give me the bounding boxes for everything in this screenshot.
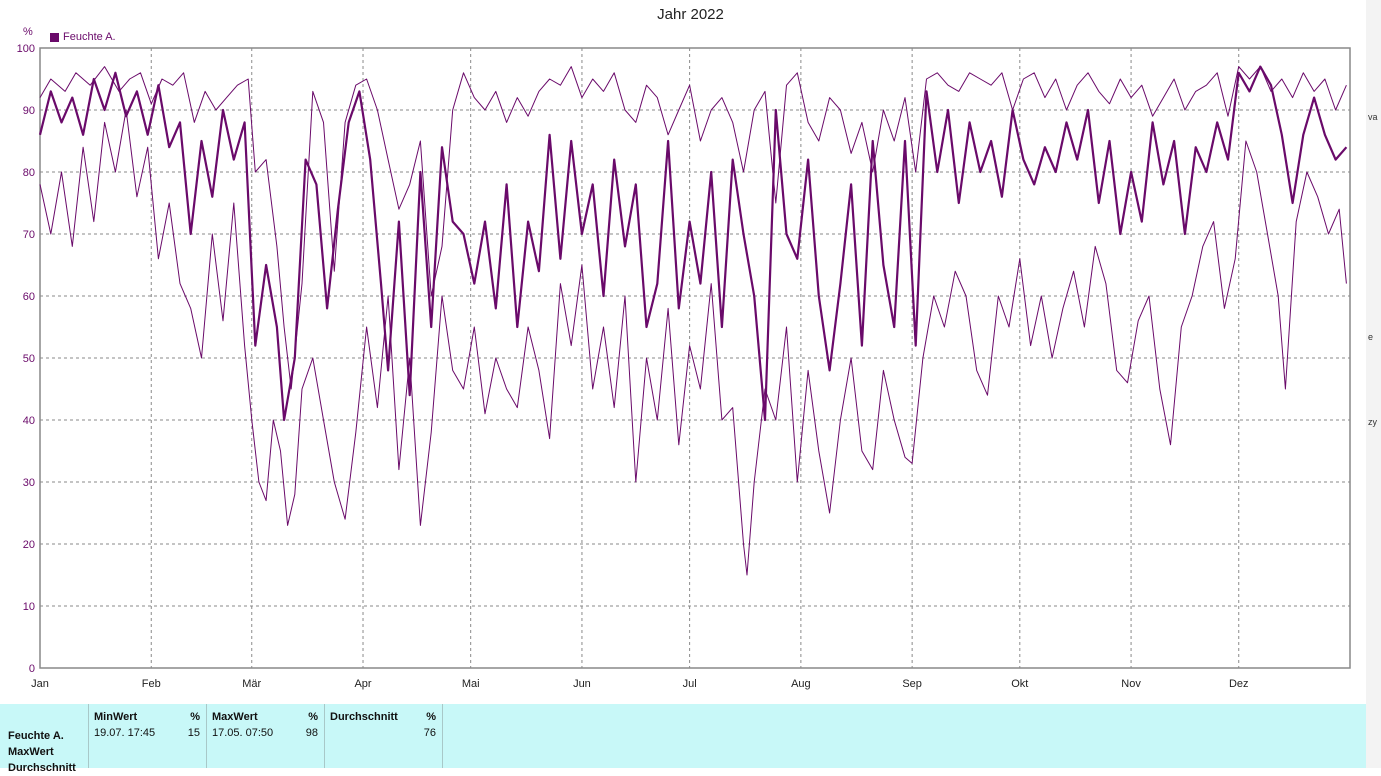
x-tick-label: Aug [791,678,811,690]
y-tick-label: 70 [23,229,35,241]
summary-row-labels: Feuchte A. MaxWert Durchschnitt [8,728,76,776]
series-line-avg [38,65,1348,422]
col-unit: % [426,711,436,723]
x-tick-label: Okt [1011,678,1028,690]
series-lines [38,65,1348,576]
col-header: MinWert [94,711,138,723]
legend-label: Feuchte A. [63,31,116,43]
col-value: 15 [187,727,200,739]
y-tick-label: 0 [29,663,35,675]
legend-swatch [50,32,59,42]
row-label: Feuchte A. [8,730,64,742]
x-tick-label: Mär [242,678,261,690]
right-window-edge: va e zy [1366,0,1381,768]
y-tick-label: 30 [23,477,35,489]
y-axis-unit: % [23,26,33,38]
y-tick-label: 60 [23,291,35,303]
x-tick-label: Jan [31,678,49,690]
y-tick-label: 90 [23,105,35,117]
edge-text: va [1368,112,1378,122]
legend: Feuchte A. [50,31,116,43]
col-value: 76 [423,727,436,739]
col-header: Durchschnitt [330,711,398,723]
chart-plot: 0 10 20 30 40 50 60 70 80 90 100 Jan Feb Mär Apr Mai Ju… [17,43,1351,690]
y-tick-labels: 0 10 20 30 40 50 60 70 80 90 100 [17,43,35,675]
x-tick-label: Feb [142,678,161,690]
x-tick-label: Sep [902,678,922,690]
x-tick-labels: Jan Feb Mär Apr Mai Jun Jul Aug Sep Okt Nov Dez [31,678,1248,690]
row-label: MaxWert [8,746,54,758]
y-tick-label: 20 [23,539,35,551]
summary-col-avg: Durchschnitt % 76 [324,704,443,768]
col-when: 17.05. 07:50 [212,727,274,739]
col-unit: % [190,711,200,723]
chart-title: Jahr 2022 [657,6,724,23]
x-tick-label: Mai [462,678,480,690]
y-tick-label: 50 [23,353,35,365]
col-header: MaxWert [212,711,258,723]
x-tick-label: Apr [354,678,371,690]
col-when: 19.07. 17:45 [94,727,156,739]
y-tick-label: 80 [23,167,35,179]
series-line-min [39,109,1347,576]
row-label: Durchschnitt [8,762,76,774]
edge-text: e [1368,332,1374,342]
series-line-max [39,66,1347,390]
x-tick-label: Nov [1121,678,1141,690]
x-tick-label: Dez [1229,678,1249,690]
y-tick-label: 10 [23,601,35,613]
gridlines [40,48,1350,668]
edge-text: zy [1368,417,1377,427]
summary-col-min: MinWert % 19.07. 17:45 15 [88,704,207,768]
col-value: 98 [305,727,318,739]
col-unit: % [308,711,318,723]
x-tick-label: Jul [683,678,697,690]
y-tick-label: 100 [17,43,35,55]
y-tick-label: 40 [23,415,35,427]
x-tick-label: Jun [573,678,591,690]
summary-panel: Feuchte A. MaxWert Durchschnitt MinWert … [0,704,1366,774]
summary-col-max: MaxWert % 17.05. 07:50 98 [206,704,325,768]
